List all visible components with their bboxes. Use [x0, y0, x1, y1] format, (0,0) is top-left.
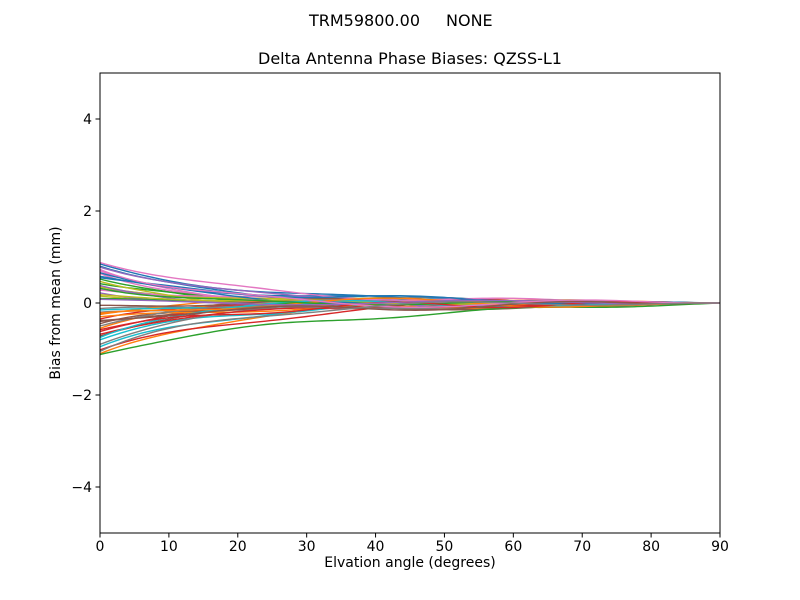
x-axis-label: Elvation angle (degrees) — [324, 555, 495, 571]
x-tick-label: 40 — [367, 539, 385, 555]
y-tick-label: 0 — [83, 296, 92, 312]
x-tick-label: 10 — [160, 539, 178, 555]
bias-line — [100, 268, 720, 308]
x-tick-label: 30 — [298, 539, 316, 555]
x-tick-label: 80 — [642, 539, 660, 555]
y-tick-label: −2 — [71, 388, 92, 404]
x-tick-label: 90 — [711, 539, 729, 555]
radome-title: NONE — [446, 11, 493, 30]
antenna-model-title: TRM59800.00 — [308, 11, 420, 30]
y-tick-label: 4 — [83, 112, 92, 128]
data-lines — [100, 261, 720, 356]
bias-line — [100, 302, 720, 356]
y-axis-label: Bias from mean (mm) — [48, 226, 64, 379]
y-axis-ticks: −4 −2 0 2 4 — [71, 112, 100, 496]
x-tick-label: 70 — [573, 539, 591, 555]
x-axis-ticks: 0 10 20 30 40 50 60 70 80 90 — [96, 533, 729, 555]
bias-line — [100, 300, 720, 322]
y-tick-label: −4 — [71, 480, 92, 496]
x-tick-label: 50 — [436, 539, 454, 555]
x-tick-label: 20 — [229, 539, 247, 555]
x-tick-label: 60 — [504, 539, 522, 555]
x-tick-label: 0 — [96, 539, 105, 555]
bias-line — [100, 298, 720, 306]
bias-line — [100, 301, 720, 352]
axes-title: Delta Antenna Phase Biases: QZSS-L1 — [258, 49, 562, 68]
y-tick-label: 2 — [83, 204, 92, 220]
